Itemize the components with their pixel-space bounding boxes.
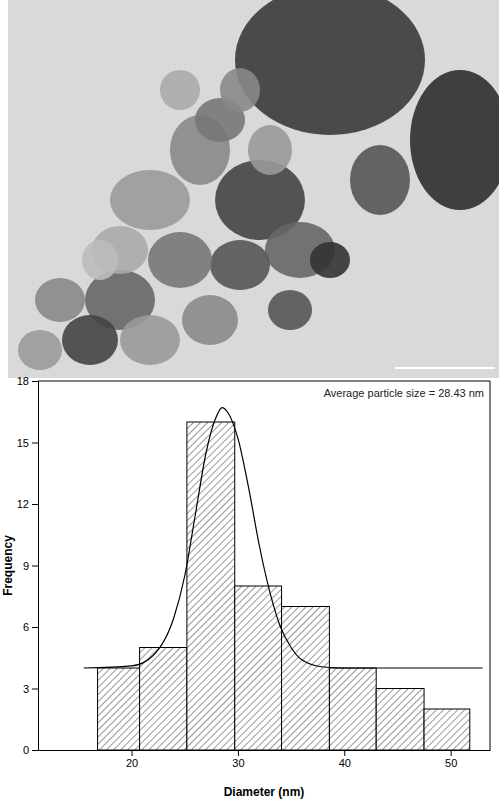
plot-area [84,408,483,750]
y-tick: 12 [17,498,38,510]
x-tick-label: 40 [339,757,351,769]
scale-bar [395,367,495,369]
bar [329,668,376,750]
particle [235,0,425,135]
x-tick-label: 30 [232,757,244,769]
y-tick-label: 15 [17,437,29,449]
y-tick: 6 [23,621,38,633]
y-tick-mark [32,443,38,444]
x-axis-title: Diameter (nm) [224,785,305,799]
particle [182,295,238,345]
x-tick: 40 [339,750,351,769]
particle [110,170,190,230]
y-tick-label: 6 [23,621,29,633]
y-axis-line [38,382,39,751]
y-tick-mark [32,504,38,505]
particle [35,278,85,322]
particle [62,315,118,365]
y-tick: 0 [23,744,38,756]
frame [490,381,491,750]
particle [248,125,292,175]
bar [140,648,187,751]
fit-line [84,408,483,668]
y-tick-mark [32,689,38,690]
particle [120,315,180,365]
bar [376,689,424,751]
y-tick: 9 [23,560,38,572]
bar [282,607,330,751]
particle [82,240,118,280]
x-axis: 20 30 40 50 [39,750,491,769]
y-tick-label: 18 [17,375,29,387]
particle [268,290,312,330]
x-tick-label: 20 [126,757,138,769]
y-tick: 3 [23,683,38,695]
y-axis-title: Frequency [1,535,15,596]
x-tick: 20 [126,750,138,769]
x-axis-line [39,750,491,751]
particle [310,242,350,278]
y-tick-label: 12 [17,498,29,510]
particle [148,232,212,288]
particle [160,70,200,110]
figure: 20 30 40 50 0 3 6 9 12 15 18 Diameter (nm) Frequency… [0,0,499,806]
y-tick-mark [32,627,38,628]
bar [424,709,470,750]
x-tick-mark [451,750,452,756]
y-tick: 15 [17,437,38,449]
y-tick-label: 3 [23,683,29,695]
y-tick-mark [32,381,38,382]
particle [410,70,499,210]
particle [220,68,260,112]
y-axis: 0 3 6 9 12 15 18 [17,375,39,756]
bar [187,422,235,750]
annotation: Average particle size = 28.43 nm [324,387,484,399]
x-tick-mark [132,750,133,756]
micrograph [8,0,499,378]
x-tick: 50 [445,750,457,769]
y-tick: 18 [17,375,38,387]
x-tick-mark [344,750,345,756]
y-tick-mark [32,750,38,751]
bar [98,668,140,750]
particle [18,330,62,370]
x-tick-label: 50 [445,757,457,769]
plot-background [38,381,490,750]
y-tick-mark [32,566,38,567]
x-tick: 30 [232,750,244,769]
x-tick-mark [238,750,239,756]
particle [210,240,270,290]
frame [38,381,490,382]
y-tick-label: 0 [23,744,29,756]
particle [350,145,410,215]
y-tick-label: 9 [23,560,29,572]
